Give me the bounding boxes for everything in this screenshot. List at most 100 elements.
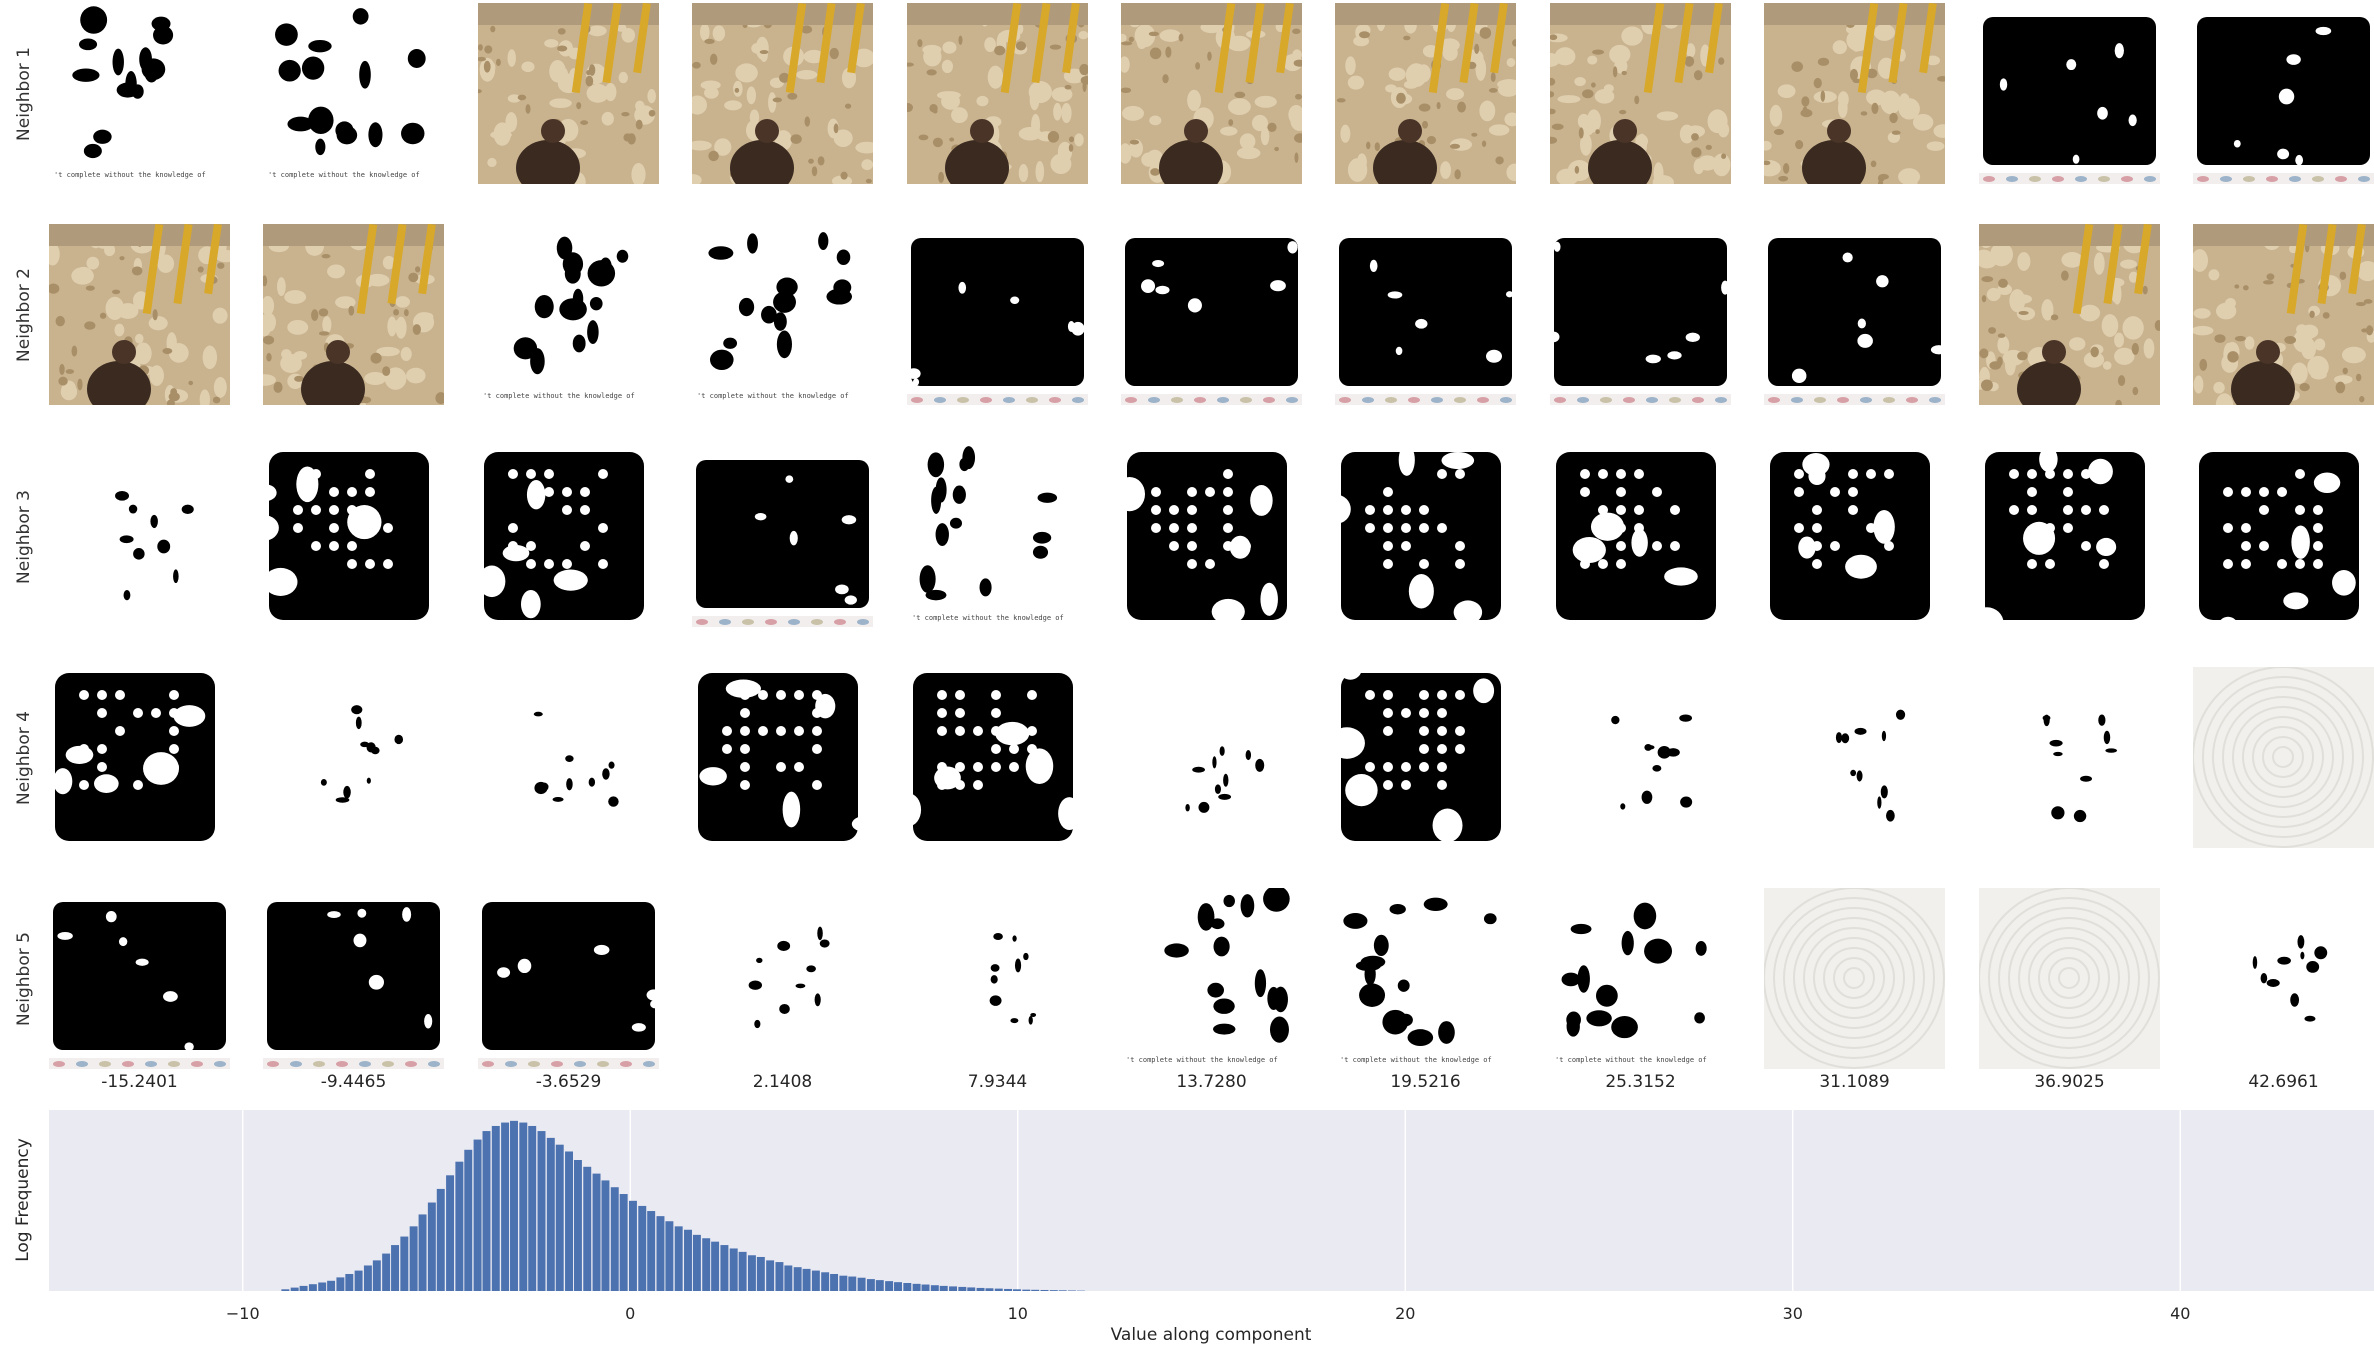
neighbor-thumbnail: 't complete without the knowledge of bbox=[263, 3, 444, 184]
row-label-neighbor-2: Neighbor 2 bbox=[14, 267, 34, 362]
histogram-bar bbox=[848, 1276, 857, 1291]
svg-text:'t complete without the knowle: 't complete without the knowledge of bbox=[1340, 1056, 1492, 1064]
histogram-bar bbox=[1031, 1289, 1040, 1291]
histogram-bar bbox=[619, 1194, 628, 1291]
neighbor-thumbnail bbox=[1550, 446, 1731, 627]
histogram-bar bbox=[985, 1288, 994, 1291]
histogram-bar bbox=[1049, 1290, 1058, 1291]
histogram-bar bbox=[345, 1273, 354, 1291]
histogram-bar bbox=[839, 1275, 848, 1291]
x-tick-label: 10 bbox=[1008, 1304, 1028, 1323]
neighbor-thumbnail bbox=[263, 446, 444, 627]
histogram-bar bbox=[958, 1286, 967, 1291]
neighbor-thumbnail: 't complete without the knowledge of bbox=[907, 446, 1088, 627]
neighbor-thumbnail bbox=[49, 667, 230, 848]
x-tick-label: 40 bbox=[2170, 1304, 2190, 1323]
y-axis-label: Log Frequency bbox=[13, 1138, 33, 1262]
histogram-bar bbox=[409, 1226, 418, 1291]
histogram-bar bbox=[354, 1270, 363, 1291]
neighbor-thumbnail bbox=[49, 224, 230, 405]
column-value: 25.3152 bbox=[1605, 1072, 1676, 1092]
histogram-bar bbox=[336, 1277, 345, 1291]
neighbor-thumbnail bbox=[2193, 888, 2374, 1069]
histogram-bar bbox=[427, 1202, 436, 1291]
histogram-bar bbox=[446, 1175, 455, 1291]
neighbor-thumbnail bbox=[1550, 3, 1731, 184]
neighbor-thumbnail bbox=[1979, 224, 2160, 405]
histogram-bar bbox=[537, 1131, 546, 1291]
histogram-bar bbox=[775, 1262, 784, 1291]
neighbor-thumbnail bbox=[1979, 3, 2160, 184]
neighbor-thumbnail bbox=[692, 446, 873, 627]
histogram-bar bbox=[510, 1120, 518, 1291]
column-value: -9.4465 bbox=[320, 1072, 387, 1092]
histogram-bar bbox=[418, 1214, 427, 1291]
histogram-bar bbox=[464, 1149, 473, 1291]
histogram-bar bbox=[1040, 1289, 1049, 1291]
histogram-bar bbox=[903, 1283, 912, 1291]
histogram-bar bbox=[455, 1161, 464, 1291]
neighbor-thumbnail bbox=[1335, 446, 1516, 627]
histogram-bar bbox=[930, 1285, 939, 1291]
histogram-bar bbox=[811, 1270, 820, 1291]
histogram-bar bbox=[1068, 1290, 1076, 1291]
x-tick-label: 20 bbox=[1395, 1304, 1415, 1323]
neighbor-thumbnail bbox=[2193, 224, 2374, 405]
histogram-bar bbox=[656, 1216, 665, 1291]
histogram-bar bbox=[628, 1200, 637, 1291]
neighbor-thumbnail bbox=[1979, 446, 2160, 627]
svg-text:'t complete without the knowle: 't complete without the knowledge of bbox=[1126, 1056, 1278, 1064]
neighbor-thumbnail: 't complete without the knowledge of bbox=[1335, 888, 1516, 1069]
neighbor-thumbnail bbox=[1979, 667, 2160, 848]
histogram-bar bbox=[382, 1253, 391, 1291]
histogram-bar bbox=[684, 1229, 692, 1291]
histogram-bar bbox=[802, 1268, 811, 1291]
histogram-bar bbox=[610, 1187, 619, 1291]
histogram-bar bbox=[756, 1256, 765, 1291]
histogram-bar bbox=[501, 1122, 510, 1291]
histogram-bar bbox=[674, 1226, 683, 1291]
neighbor-thumbnail bbox=[263, 888, 444, 1069]
x-tick-label: −10 bbox=[226, 1304, 260, 1323]
histogram-bar bbox=[573, 1159, 582, 1291]
neighbor-thumbnail bbox=[692, 667, 873, 848]
neighbor-thumbnail bbox=[1550, 667, 1731, 848]
neighbor-thumbnail bbox=[263, 667, 444, 848]
column-value: 36.9025 bbox=[2034, 1072, 2105, 1092]
histogram-bar bbox=[912, 1283, 921, 1291]
svg-text:'t complete without the knowle: 't complete without the knowledge of bbox=[912, 614, 1064, 622]
histogram-bar bbox=[1004, 1288, 1013, 1291]
histogram-bar bbox=[967, 1287, 976, 1291]
neighbor-thumbnail bbox=[1335, 224, 1516, 405]
neighbor-thumbnail: 't complete without the knowledge of bbox=[49, 3, 230, 184]
neighbor-thumbnail bbox=[1121, 667, 1302, 848]
neighbor-thumbnail: 't complete without the knowledge of bbox=[478, 224, 659, 405]
histogram-bar bbox=[921, 1284, 930, 1291]
histogram-bar bbox=[857, 1277, 866, 1291]
neighbor-thumbnail bbox=[1764, 667, 1945, 848]
column-value: 19.5216 bbox=[1390, 1072, 1461, 1092]
histogram-bar bbox=[601, 1180, 610, 1291]
histogram-bar bbox=[949, 1286, 958, 1291]
svg-text:'t complete without the knowle: 't complete without the knowledge of bbox=[1555, 1056, 1707, 1064]
histogram-bar bbox=[692, 1234, 701, 1291]
histogram-bar bbox=[583, 1166, 592, 1291]
histogram-bar bbox=[830, 1273, 839, 1291]
histogram-bar bbox=[327, 1280, 336, 1291]
neighbor-thumbnail bbox=[2193, 667, 2374, 848]
histogram-bar bbox=[729, 1248, 738, 1291]
histogram-bar bbox=[290, 1287, 299, 1291]
histogram-bar bbox=[647, 1211, 656, 1291]
row-label-neighbor-3: Neighbor 3 bbox=[14, 489, 34, 584]
histogram-bar bbox=[994, 1288, 1003, 1291]
x-axis-label: Value along component bbox=[1111, 1325, 1312, 1345]
histogram-bar bbox=[894, 1282, 902, 1291]
neighbor-thumbnail bbox=[1764, 3, 1945, 184]
neighbor-thumbnail bbox=[1335, 667, 1516, 848]
histogram-bar bbox=[821, 1272, 830, 1291]
neighbor-thumbnail bbox=[49, 888, 230, 1069]
histogram-bar bbox=[519, 1122, 528, 1291]
x-tick-labels: −10 0 10 20 30 40 bbox=[226, 1304, 2191, 1323]
neighbor-thumbnail bbox=[692, 3, 873, 184]
neighbor-thumbnail bbox=[2193, 3, 2374, 184]
